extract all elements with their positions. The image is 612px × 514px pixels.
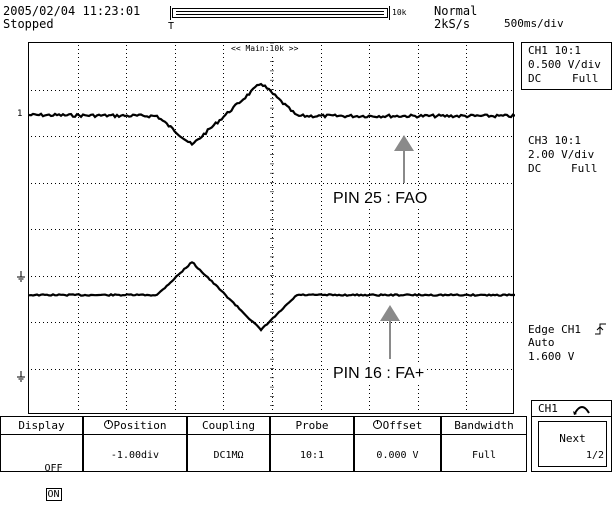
channel-tab-label: CH1 — [538, 402, 558, 415]
graticule — [31, 43, 512, 414]
coupling-softkey[interactable]: Coupling DC1MΩ — [187, 416, 270, 472]
sample-rate: 2kS/s — [434, 17, 471, 31]
offset-title: Offset — [382, 419, 423, 432]
pin25-label: PIN 25 : FAO — [331, 190, 430, 208]
ch1-title: CH1 10:1 — [528, 44, 581, 57]
coupling-value: DC1MΩ — [213, 450, 244, 461]
display-softkey[interactable]: Display OFF ON — [0, 416, 83, 501]
ch3-coupling: DC — [528, 162, 542, 175]
offset-softkey[interactable]: Offset 0.000 V — [354, 416, 441, 472]
knob-icon — [103, 420, 113, 429]
channel-menu-tab[interactable]: CH1 — [531, 400, 612, 416]
display-on-option[interactable]: ON — [45, 488, 62, 501]
pin16-arrow — [380, 305, 400, 359]
record-length-bar — [172, 8, 388, 18]
position-softkey[interactable]: Position -1.00div — [83, 416, 187, 472]
knob-icon — [372, 420, 382, 429]
rising-edge-icon — [595, 323, 606, 335]
ch1-trace — [29, 82, 515, 147]
record-bar-left-cap — [170, 6, 174, 20]
record-bar-right-cap — [386, 6, 390, 20]
rotary-knob-icon — [573, 406, 590, 415]
ch1-bandwidth: Full — [572, 72, 599, 85]
ch1-coupling: DC — [528, 72, 542, 85]
bandwidth-value: Full — [471, 450, 497, 461]
trigger-position-icon: T — [168, 21, 175, 32]
probe-value: 10:1 — [299, 450, 325, 461]
trigger-type: Edge CH1 — [528, 323, 581, 336]
trigger-level: 1.600 V — [528, 350, 575, 363]
offset-value: 0.000 V — [376, 450, 419, 461]
display-off-option[interactable]: OFF — [44, 463, 63, 474]
bandwidth-title: Bandwidth — [454, 419, 514, 432]
probe-softkey[interactable]: Probe 10:1 — [270, 416, 354, 472]
ch3-title: CH3 10:1 — [528, 134, 581, 147]
ch3-bandwidth: Full — [571, 162, 598, 175]
trigger-mode: Normal — [434, 4, 478, 18]
position-title: Position — [113, 419, 167, 432]
ch1-ground-marker: 1 — [17, 109, 23, 119]
datetime: 2005/02/04 11:23:01 — [3, 4, 141, 18]
ch3-scale: 2.00 V/div — [528, 148, 595, 161]
ch1-scale: 0.500 V/div — [528, 58, 601, 71]
pin25-arrow — [394, 135, 414, 183]
waveform-traces — [29, 82, 515, 359]
next-page: 1/2 — [585, 450, 604, 461]
ground-marker — [17, 371, 25, 382]
bandwidth-softkey[interactable]: Bandwidth Full — [441, 416, 527, 472]
display-title: Display — [18, 419, 65, 432]
pin16-label: PIN 16 : FA+ — [331, 365, 427, 383]
ch1-settings-panel[interactable]: CH1 10:1 0.500 V/div DC Full — [521, 42, 612, 90]
probe-title: Probe — [295, 419, 329, 432]
waveform-display[interactable]: << Main:10k >> PIN 25 : FAO PIN 16 : FA+ — [28, 42, 515, 414]
record-length: 10k — [392, 8, 407, 17]
trigger-mode-side: Auto — [528, 336, 555, 349]
next-title: Next — [559, 432, 586, 445]
coupling-title: Coupling — [202, 419, 255, 432]
next-softkey[interactable]: Next 1/2 — [531, 416, 612, 472]
timebase: 500ms/div — [504, 17, 564, 30]
ch3-trace — [29, 261, 515, 332]
acquisition-status: Stopped — [3, 17, 54, 31]
zoom-label: << Main:10k >> — [229, 44, 301, 54]
ch3-ground-marker — [17, 271, 25, 282]
position-value: -1.00div — [110, 450, 160, 461]
